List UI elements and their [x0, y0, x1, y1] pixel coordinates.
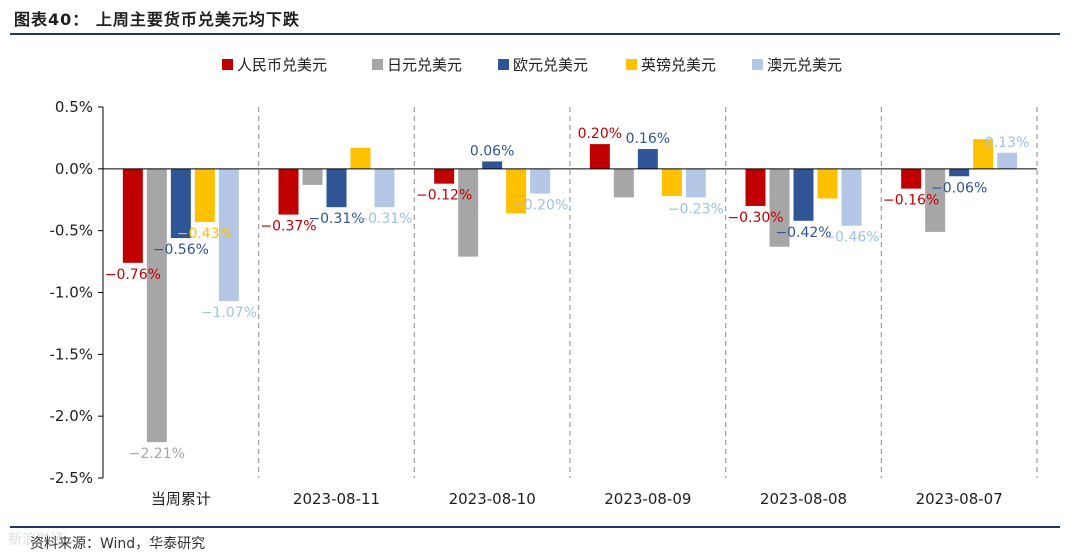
bar: [218, 168, 239, 302]
y-tick-label: -2.0%: [49, 407, 93, 425]
legend: 人民币兑美元 日元兑美元 欧元兑美元 英镑兑美元 澳元兑美元: [222, 56, 842, 74]
data-labels: −0.76%−2.21%−0.56%−0.43%−1.07%−0.37%−0.3…: [105, 126, 1030, 462]
y-tick-label: -0.5%: [49, 222, 93, 240]
data-label: −0.12%: [416, 188, 472, 204]
bar: [661, 168, 682, 197]
x-tick-label: 2023-08-09: [604, 490, 691, 508]
data-label: −0.56%: [153, 242, 209, 258]
data-label: −0.31%: [308, 211, 364, 227]
bar: [949, 168, 970, 177]
bars: [122, 139, 1018, 443]
y-axis: 0.5% 0.0% -0.5% -1.0% -1.5% -2.0% -2.5%: [49, 98, 104, 487]
bar: [122, 168, 143, 263]
legend-label: 日元兑美元: [387, 56, 462, 74]
data-label: −0.43%: [177, 226, 233, 242]
bar: [302, 168, 323, 185]
chart: 人民币兑美元 日元兑美元 欧元兑美元 英镑兑美元 澳元兑美元 0.5% 0.0% -0.5%…: [49, 56, 1038, 508]
bar: [326, 168, 347, 208]
data-label: 0.16%: [626, 131, 670, 147]
title-rule: [10, 33, 1060, 35]
figure-title: 图表40： 上周主要货币兑美元均下跌: [14, 10, 300, 29]
bar: [817, 168, 838, 199]
y-tick-label: -1.5%: [49, 345, 93, 363]
legend-label: 欧元兑美元: [513, 56, 588, 74]
bar: [589, 144, 610, 169]
y-tick-label: 0.5%: [55, 98, 93, 116]
bar: [637, 149, 658, 169]
bar: [194, 168, 215, 223]
legend-swatch: [752, 59, 763, 70]
bar: [745, 168, 766, 206]
legend-swatch: [372, 59, 383, 70]
x-tick-label: 2023-08-07: [916, 490, 1003, 508]
bar: [793, 168, 814, 221]
data-label: 0.06%: [470, 143, 514, 159]
bar: [997, 152, 1018, 169]
legend-item: 日元兑美元: [372, 56, 462, 74]
data-label: −2.21%: [129, 446, 185, 462]
legend-item: 欧元兑美元: [498, 56, 588, 74]
category-dividers: [258, 107, 1038, 478]
bottom-rule: [10, 526, 1060, 528]
bar: [685, 168, 706, 198]
legend-item: 人民币兑美元: [222, 56, 327, 74]
data-label: −0.42%: [775, 225, 831, 241]
data-label: −0.37%: [260, 219, 316, 235]
bar: [901, 168, 922, 189]
data-label: −0.23%: [668, 201, 724, 217]
legend-swatch: [222, 59, 233, 70]
y-tick-label: -2.5%: [49, 469, 93, 487]
source-note: 资料来源：Wind，华泰研究: [30, 536, 206, 552]
watermark: 新浪财经: [8, 532, 64, 548]
legend-swatch: [498, 59, 509, 70]
data-label: −0.30%: [727, 210, 783, 226]
data-label: −0.16%: [883, 193, 939, 209]
data-label: 0.13%: [985, 135, 1029, 151]
x-tick-label: 2023-08-10: [449, 490, 536, 508]
bar: [613, 168, 634, 198]
data-label: −0.20%: [512, 198, 568, 214]
bar: [350, 147, 371, 169]
data-label: −0.31%: [356, 211, 412, 227]
legend-swatch: [626, 59, 637, 70]
bar: [769, 168, 790, 247]
y-tick-label: -1.0%: [49, 284, 93, 302]
x-tick-label: 2023-08-08: [760, 490, 847, 508]
legend-label: 澳元兑美元: [767, 56, 842, 74]
data-label: −0.46%: [823, 230, 879, 246]
bar: [374, 168, 395, 208]
bar: [170, 168, 191, 239]
legend-item: 英镑兑美元: [626, 56, 716, 74]
bar: [146, 168, 167, 443]
bar: [482, 161, 503, 169]
data-label: −0.76%: [105, 267, 161, 283]
bar: [973, 139, 994, 169]
bar: [530, 168, 551, 194]
legend-label: 人民币兑美元: [237, 56, 327, 74]
bar: [278, 168, 299, 215]
x-axis: 当周累计 2023-08-11 2023-08-10 2023-08-09 2023-0…: [103, 168, 1037, 508]
data-label: −0.06%: [931, 180, 987, 196]
legend-item: 澳元兑美元: [752, 56, 842, 74]
legend-label: 英镑兑美元: [641, 56, 716, 74]
data-label: 0.20%: [578, 126, 622, 142]
bar: [458, 168, 479, 257]
x-tick-label: 2023-08-11: [293, 490, 380, 508]
x-tick-label: 当周累计: [151, 490, 211, 508]
bar: [841, 168, 862, 226]
bar: [434, 168, 455, 184]
bar: [506, 168, 527, 214]
bar: [925, 168, 946, 232]
data-label: −1.07%: [201, 305, 257, 321]
y-tick-label: 0.0%: [55, 160, 93, 178]
